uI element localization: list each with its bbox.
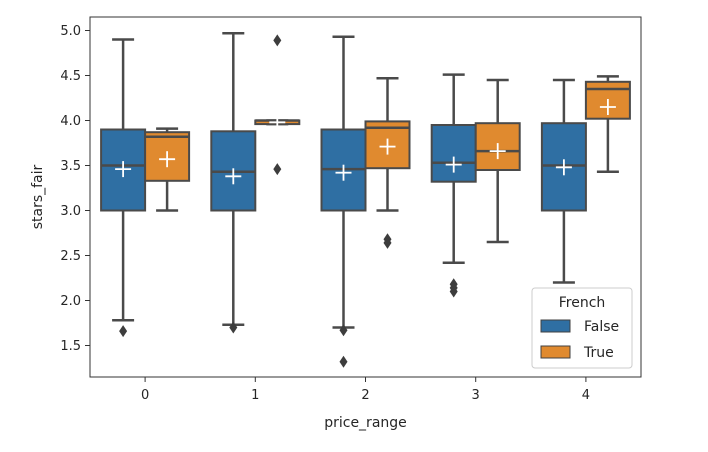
y-axis-label: stars_fair bbox=[30, 164, 46, 229]
x-tick-label: 2 bbox=[361, 388, 369, 403]
x-tick-label: 1 bbox=[251, 388, 259, 403]
outlier-point bbox=[119, 325, 128, 338]
y-axis-ticks: 1.5 2.0 2.5 3.0 3.5 4.0 4.5 5.0 bbox=[60, 24, 90, 354]
box-group-false-4 bbox=[540, 78, 587, 284]
x-axis-ticks: 0 1 2 3 4 bbox=[141, 377, 590, 403]
legend-swatch-true bbox=[540, 345, 571, 359]
box-group-true-2 bbox=[364, 76, 411, 249]
y-tick-label: 2.0 bbox=[60, 294, 81, 309]
legend-label-false: False bbox=[584, 319, 619, 335]
box-group-false-2 bbox=[320, 35, 367, 368]
outlier-point bbox=[339, 324, 348, 337]
y-tick-label: 3.0 bbox=[60, 204, 81, 219]
box-iqr bbox=[540, 122, 587, 212]
x-tick-label: 4 bbox=[582, 388, 590, 403]
outlier-point bbox=[229, 321, 238, 334]
x-tick-label: 3 bbox=[472, 388, 480, 403]
x-tick-label: 0 bbox=[141, 388, 149, 403]
y-tick-label: 3.5 bbox=[60, 159, 81, 174]
outlier-point bbox=[273, 163, 282, 176]
outlier-point bbox=[383, 236, 392, 249]
legend-label-true: True bbox=[583, 345, 614, 361]
outlier-point bbox=[273, 34, 282, 47]
legend: French False True bbox=[531, 287, 633, 369]
outlier-point bbox=[339, 355, 348, 368]
legend-title: French bbox=[559, 295, 606, 311]
box-group-true-3 bbox=[474, 78, 521, 244]
y-tick-label: 5.0 bbox=[60, 24, 81, 39]
box-group-false-1 bbox=[210, 31, 257, 334]
y-tick-label: 2.5 bbox=[60, 249, 81, 264]
outlier-point bbox=[449, 285, 458, 298]
legend-swatch-false bbox=[540, 319, 571, 333]
box-group-true-1 bbox=[254, 34, 301, 176]
y-tick-label: 4.0 bbox=[60, 114, 81, 129]
y-tick-label: 4.5 bbox=[60, 69, 81, 84]
box-group-true-4 bbox=[584, 75, 631, 174]
box-iqr bbox=[430, 124, 477, 183]
box-group-true-0 bbox=[144, 127, 191, 212]
x-axis-label: price_range bbox=[324, 415, 407, 431]
plot-marks bbox=[100, 31, 631, 368]
y-tick-label: 1.5 bbox=[60, 339, 81, 354]
box-group-false-3 bbox=[430, 73, 477, 298]
box-iqr bbox=[474, 122, 521, 171]
box-group-false-0 bbox=[100, 38, 147, 338]
